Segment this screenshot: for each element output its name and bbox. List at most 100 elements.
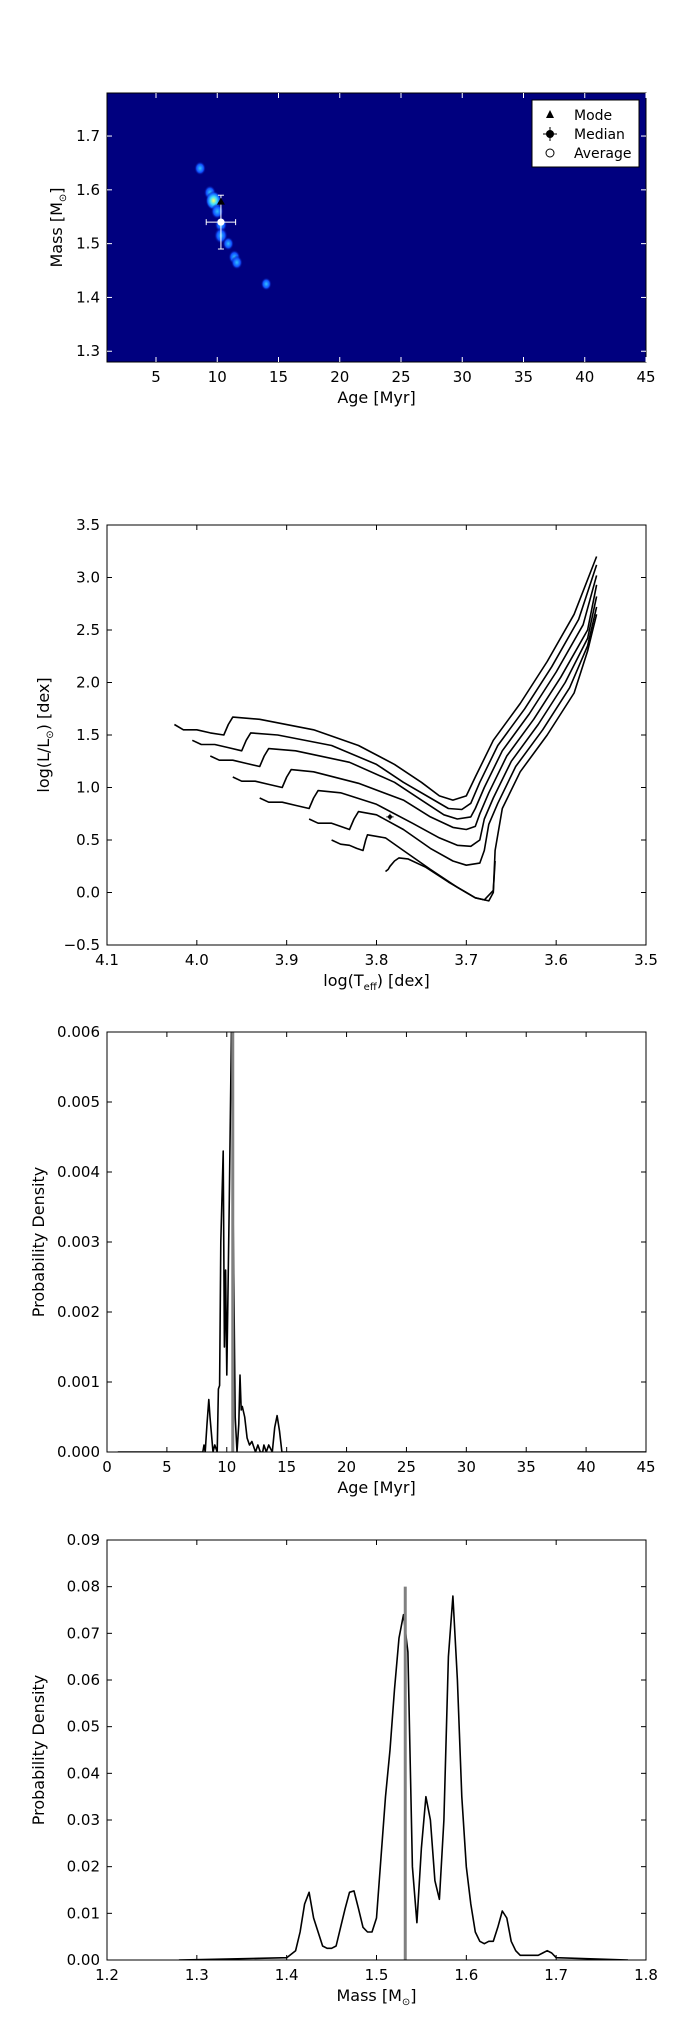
plot-frame bbox=[106, 1031, 647, 1453]
x-tick-label: 1.4 bbox=[275, 1966, 299, 1984]
x-tick-label: 40 bbox=[575, 368, 594, 386]
y-tick-label: 0.5 bbox=[76, 831, 100, 849]
y-tick-label: 0.01 bbox=[67, 1904, 100, 1922]
isochrone-line bbox=[191, 564, 598, 811]
legend-entry-mode: Mode bbox=[574, 108, 612, 124]
heatmap-hotspot bbox=[222, 236, 234, 251]
pdf-curve-group bbox=[117, 1032, 646, 1452]
star-marker bbox=[387, 814, 392, 819]
x-tick-label: 15 bbox=[269, 368, 288, 386]
x-axis-label: Age [Myr] bbox=[337, 1478, 415, 1497]
x-tick-label: 35 bbox=[517, 1458, 536, 1476]
pdf-curve-group bbox=[178, 1586, 629, 1960]
y-tick-label: 1.0 bbox=[76, 779, 100, 797]
isochrone-line bbox=[209, 575, 598, 820]
y-tick-label: 1.7 bbox=[76, 127, 100, 145]
x-tick-label: 30 bbox=[457, 1458, 476, 1476]
x-tick-label: 3.7 bbox=[454, 951, 478, 969]
pdf-curve bbox=[117, 1032, 646, 1452]
y-axis-label: Probability Density bbox=[29, 1675, 48, 1826]
y-tick-label: 0.09 bbox=[67, 1531, 100, 1549]
hr-diagram: 4.1 4.0 3.9 3.8 3.7 3.6 3.5 −0.5 0.0 0.5 1.0 1.5 2.0… bbox=[34, 516, 658, 993]
x-tick-label: 15 bbox=[277, 1458, 296, 1476]
legend-median-symbol bbox=[546, 130, 554, 138]
y-tick-label: 0.03 bbox=[67, 1811, 100, 1829]
x-tick-label: 45 bbox=[636, 1458, 655, 1476]
age-probability-density: 0 5 10 15 20 25 30 35 40 45 0.000 0.001 0.002 0.003 0.… bbox=[29, 1023, 656, 1497]
isochrone-line bbox=[259, 596, 598, 848]
isochrone-line bbox=[308, 606, 598, 866]
x-tick-label: 10 bbox=[217, 1458, 236, 1476]
x-axis-label: Mass [M⊙] bbox=[336, 1986, 416, 2008]
y-tick-label: 0.005 bbox=[57, 1093, 100, 1111]
x-tick-label: 4.0 bbox=[185, 951, 209, 969]
x-tick-label: 1.8 bbox=[634, 1966, 658, 1984]
y-tick-label: 2.5 bbox=[76, 621, 100, 639]
y-tick-label: 0.001 bbox=[57, 1373, 100, 1391]
y-tick-label: 0.0 bbox=[76, 884, 100, 902]
y-tick-label: 1.4 bbox=[76, 288, 100, 306]
y-axis-label: log(L/L⊙) [dex] bbox=[34, 677, 56, 792]
x-tick-label: 10 bbox=[208, 368, 227, 386]
legend-entry-median: Median bbox=[574, 127, 625, 143]
legend-mode-symbol bbox=[546, 110, 554, 118]
x-tick-label: 25 bbox=[391, 368, 410, 386]
y-tick-label: 1.6 bbox=[76, 181, 100, 199]
x-tick-label: 1.5 bbox=[365, 1966, 389, 1984]
plot-frame bbox=[106, 1539, 647, 1961]
x-tick-label: 1.2 bbox=[95, 1966, 119, 1984]
isochrone-line bbox=[232, 584, 598, 831]
y-tick-label: 3.5 bbox=[76, 516, 100, 534]
x-tick-label: 20 bbox=[337, 1458, 356, 1476]
y-tick-label: 0.02 bbox=[67, 1858, 100, 1876]
x-tick-label: 35 bbox=[514, 368, 533, 386]
x-tick-label: 1.7 bbox=[544, 1966, 568, 1984]
x-tick-label: 1.6 bbox=[454, 1966, 478, 1984]
y-tick-label: −0.5 bbox=[64, 936, 100, 954]
plot-frame bbox=[106, 524, 647, 946]
heatmap-hotspot bbox=[194, 161, 206, 176]
x-tick-label: 30 bbox=[453, 368, 472, 386]
heatmap-hotspot bbox=[231, 255, 243, 270]
y-tick-label: 3.0 bbox=[76, 569, 100, 587]
y-tick-label: 0.002 bbox=[57, 1303, 100, 1321]
y-tick-label: 0.06 bbox=[67, 1671, 100, 1689]
x-tick-label: 3.5 bbox=[634, 951, 658, 969]
x-tick-label: 45 bbox=[636, 368, 655, 386]
y-tick-label: 0.000 bbox=[57, 1443, 100, 1461]
y-tick-label: 1.3 bbox=[76, 342, 100, 360]
median-marker bbox=[217, 218, 225, 226]
y-tick-label: 1.5 bbox=[76, 726, 100, 744]
mode-marker bbox=[216, 197, 225, 205]
isochrones bbox=[173, 556, 598, 902]
pdf-curve bbox=[178, 1595, 629, 1960]
x-tick-label: 3.6 bbox=[544, 951, 568, 969]
y-tick-label: 1.5 bbox=[76, 235, 100, 253]
legend-entry-average: Average bbox=[574, 146, 632, 162]
x-tick-label: 25 bbox=[397, 1458, 416, 1476]
x-tick-label: 20 bbox=[330, 368, 349, 386]
mass-probability-density: 1.2 1.3 1.4 1.5 1.6 1.7 1.8 0.00 0.01 0.02 0.03 0.0… bbox=[29, 1531, 658, 2008]
y-tick-label: 0.003 bbox=[57, 1233, 100, 1251]
isochrone-line bbox=[385, 857, 496, 901]
x-tick-label: 0 bbox=[102, 1458, 112, 1476]
x-tick-label: 3.8 bbox=[365, 951, 389, 969]
y-axis-label: Mass [M⊙] bbox=[47, 187, 69, 267]
legend-average-symbol bbox=[545, 148, 555, 158]
x-tick-label: 5 bbox=[151, 368, 161, 386]
x-tick-label: 4.1 bbox=[95, 951, 119, 969]
y-axis-label: Probability Density bbox=[29, 1167, 48, 1318]
plot-frame bbox=[106, 92, 647, 363]
x-axis-label: log(Teff) [dex] bbox=[323, 971, 429, 993]
mass-age-heatmap: 5 10 15 20 25 30 35 40 45 1.3 1.4 1.5 1.6 1.7 Age [Myr… bbox=[47, 92, 656, 407]
average-marker bbox=[217, 218, 225, 226]
y-tick-label: 0.08 bbox=[67, 1578, 100, 1596]
x-tick-label: 5 bbox=[162, 1458, 172, 1476]
x-tick-label: 3.9 bbox=[275, 951, 299, 969]
x-tick-label: 40 bbox=[577, 1458, 596, 1476]
y-tick-label: 0.006 bbox=[57, 1023, 100, 1041]
x-axis-label: Age [Myr] bbox=[337, 388, 415, 407]
heatmap-hotspot bbox=[210, 203, 224, 220]
y-tick-label: 0.004 bbox=[57, 1163, 100, 1181]
